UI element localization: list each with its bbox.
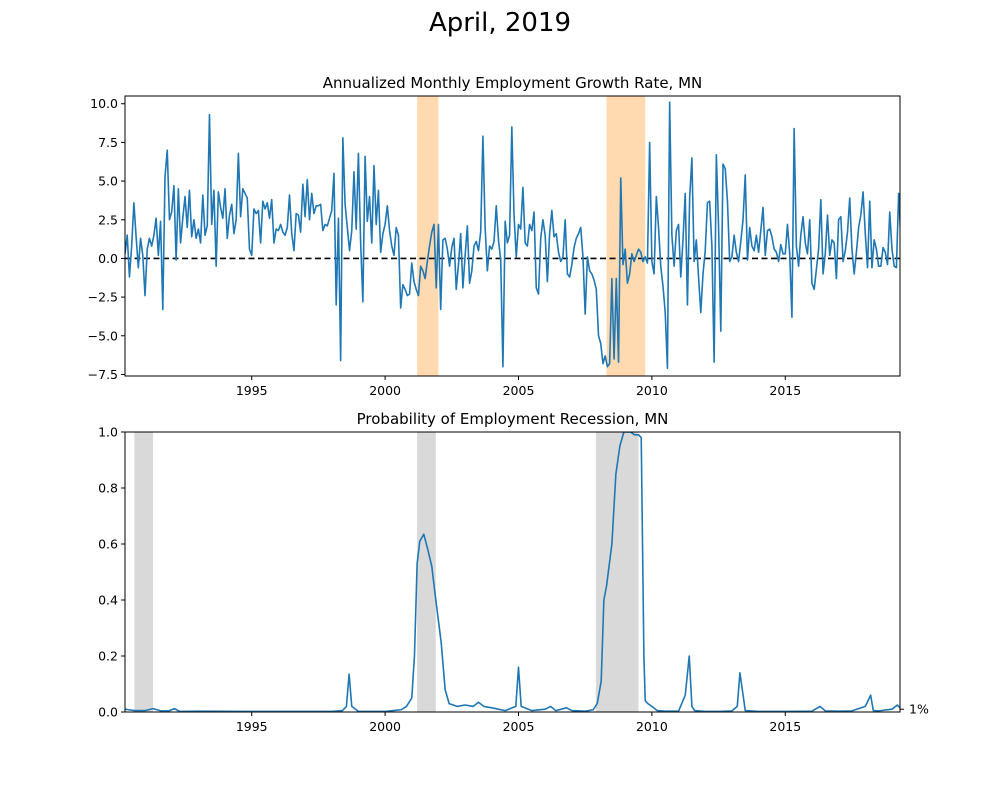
- growth-panel: 1995 2000 2005 2010 2015 −7.5 −5.0 −2.5 0.0 2.5 5.…: [88, 74, 901, 398]
- growth-x-tick-label: 1995: [236, 383, 268, 398]
- probability-shaded-region-0: [134, 432, 154, 712]
- growth-y-tick-label: −2.5: [88, 290, 118, 305]
- probability-shaded-region-2: [595, 432, 639, 712]
- probability-y-tick-label: 1.0: [98, 425, 118, 440]
- figure-title: April, 2019: [428, 8, 572, 38]
- probability-series-line-0: [125, 432, 900, 712]
- growth-axes-frame: [124, 95, 901, 377]
- growth-x-tick-label: 2000: [369, 383, 401, 398]
- probability-x-tick-label: 2000: [369, 719, 401, 734]
- probability-y-tick-label: 0.2: [98, 649, 118, 664]
- growth-x-tick-label: 2015: [769, 383, 801, 398]
- growth-y-tick-label: −5.0: [88, 328, 118, 343]
- growth-x-tick-label: 2005: [503, 383, 535, 398]
- probability-y-tick-label: 0.6: [98, 537, 118, 552]
- probability-right-tick-label: 1%: [909, 702, 929, 717]
- growth-y-tick-label: 2.5: [98, 212, 118, 227]
- growth-panel-title: Annualized Monthly Employment Growth Rat…: [323, 74, 703, 92]
- probability-x-tick-label: 2005: [503, 719, 535, 734]
- growth-shaded-region-0: [417, 96, 439, 376]
- probability-y-tick-label: 0.0: [98, 705, 118, 720]
- probability-x-tick-label: 1995: [236, 719, 268, 734]
- probability-y-tick-label: 0.8: [98, 481, 118, 496]
- growth-y-tick-label: 0.0: [98, 251, 118, 266]
- probability-shaded-region-1: [417, 432, 436, 712]
- growth-y-tick-label: 5.0: [98, 174, 118, 189]
- probability-x-tick-label: 2010: [636, 719, 668, 734]
- probability-y-tick-label: 0.4: [98, 593, 118, 608]
- growth-series-line-0: [125, 101, 900, 370]
- growth-y-tick-label: 7.5: [98, 135, 118, 150]
- probability-x-tick-label: 2015: [769, 719, 801, 734]
- probability-panel: 1995 2000 2005 2010 2015 0.0 0.2 0.4 0.6 0.8 1.0 1%…: [98, 410, 929, 734]
- probability-axes-frame: [124, 431, 901, 713]
- probability-panel-title: Probability of Employment Recession, MN: [357, 410, 669, 428]
- growth-y-tick-label: 10.0: [90, 96, 118, 111]
- growth-x-tick-label: 2010: [636, 383, 668, 398]
- growth-y-tick-label: −7.5: [88, 367, 118, 382]
- growth-shaded-region-1: [606, 96, 646, 376]
